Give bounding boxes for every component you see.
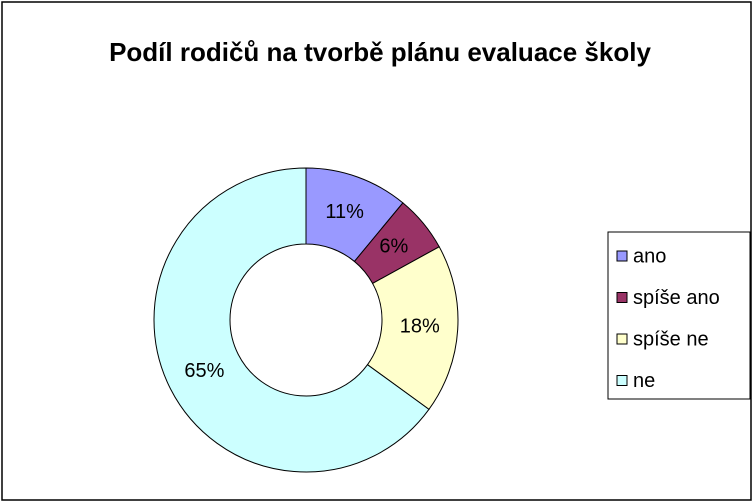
legend-label: spíše ne	[633, 328, 709, 350]
legend-swatch	[616, 250, 628, 262]
legend-swatch	[616, 333, 628, 345]
chart-title: Podíl rodičů na tvorbě plánu evaluace šk…	[109, 37, 651, 67]
data-label: 6%	[379, 236, 408, 258]
data-label: 65%	[184, 360, 224, 382]
data-label: 11%	[325, 201, 364, 223]
legend-label: ano	[633, 245, 666, 267]
slice	[153, 167, 430, 473]
slice	[366, 246, 459, 411]
data-label: 18%	[400, 315, 440, 337]
legend-label: spíše ano	[633, 287, 720, 309]
legend-box	[607, 231, 751, 400]
legend-swatch	[616, 375, 628, 386]
legend-label: ne	[633, 370, 655, 392]
legend-swatch	[616, 292, 628, 303]
